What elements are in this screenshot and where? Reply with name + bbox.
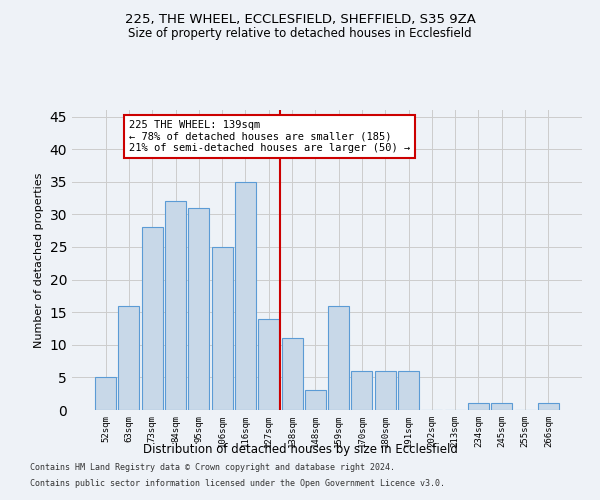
Text: 225 THE WHEEL: 139sqm
← 78% of detached houses are smaller (185)
21% of semi-det: 225 THE WHEEL: 139sqm ← 78% of detached … bbox=[129, 120, 410, 153]
Bar bbox=[95, 378, 116, 410]
Bar bbox=[352, 371, 373, 410]
Bar bbox=[188, 208, 209, 410]
Bar bbox=[142, 228, 163, 410]
Text: Distribution of detached houses by size in Ecclesfield: Distribution of detached houses by size … bbox=[143, 442, 457, 456]
Bar bbox=[538, 404, 559, 410]
Bar bbox=[281, 338, 302, 410]
Bar bbox=[468, 404, 489, 410]
Bar bbox=[398, 371, 419, 410]
Text: Contains public sector information licensed under the Open Government Licence v3: Contains public sector information licen… bbox=[30, 478, 445, 488]
Y-axis label: Number of detached properties: Number of detached properties bbox=[34, 172, 44, 348]
Text: Size of property relative to detached houses in Ecclesfield: Size of property relative to detached ho… bbox=[128, 28, 472, 40]
Text: 225, THE WHEEL, ECCLESFIELD, SHEFFIELD, S35 9ZA: 225, THE WHEEL, ECCLESFIELD, SHEFFIELD, … bbox=[125, 12, 475, 26]
Bar bbox=[375, 371, 396, 410]
Bar bbox=[118, 306, 139, 410]
Bar bbox=[165, 202, 186, 410]
Text: Contains HM Land Registry data © Crown copyright and database right 2024.: Contains HM Land Registry data © Crown c… bbox=[30, 464, 395, 472]
Bar bbox=[305, 390, 326, 410]
Bar bbox=[235, 182, 256, 410]
Bar bbox=[328, 306, 349, 410]
Bar bbox=[491, 404, 512, 410]
Bar bbox=[212, 247, 233, 410]
Bar bbox=[258, 318, 279, 410]
